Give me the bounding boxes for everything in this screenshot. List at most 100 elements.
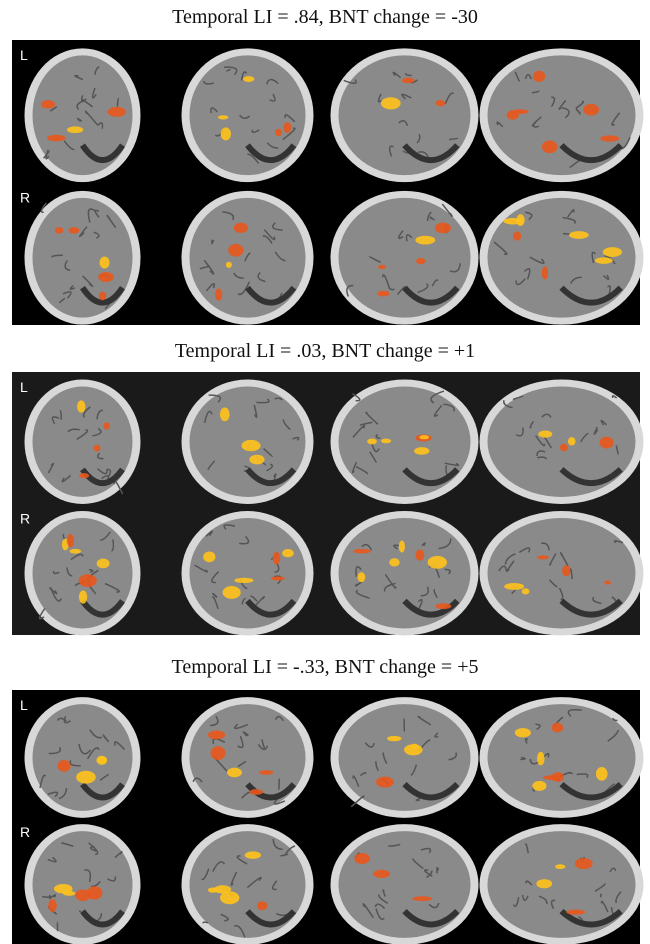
activation <box>354 853 370 864</box>
activation <box>283 122 291 133</box>
activation <box>367 439 377 445</box>
sulcus <box>564 234 571 235</box>
hemisphere-label: L <box>20 379 28 395</box>
activation <box>208 888 218 893</box>
brain-slice <box>480 48 644 182</box>
brain-slice <box>182 511 314 635</box>
brain-slice <box>331 697 479 818</box>
brain-slice <box>331 824 479 944</box>
brain-slice <box>25 824 141 944</box>
activation <box>542 267 548 280</box>
activation <box>77 400 85 412</box>
activation <box>57 760 70 772</box>
activation <box>218 115 228 119</box>
activation <box>536 879 552 888</box>
activation <box>234 223 248 233</box>
activation <box>596 767 608 781</box>
activation <box>99 256 109 268</box>
activation <box>249 455 264 465</box>
brain-slice <box>182 191 314 325</box>
activation <box>568 437 576 445</box>
activation <box>543 775 560 780</box>
activation <box>47 135 66 142</box>
activation <box>94 445 101 452</box>
activation <box>569 231 589 239</box>
activation <box>542 140 558 153</box>
brain-slice <box>480 191 644 325</box>
activation <box>250 789 263 795</box>
activation <box>538 430 552 437</box>
activation <box>220 407 230 421</box>
activation <box>208 730 225 739</box>
activation <box>414 447 429 455</box>
activation <box>416 258 425 264</box>
activation <box>76 771 96 784</box>
activation <box>75 889 91 900</box>
activation <box>63 891 76 896</box>
activation <box>67 534 74 548</box>
activation <box>533 71 545 82</box>
brain-slice <box>25 697 141 818</box>
activation <box>555 864 565 869</box>
figure: Temporal LI = .84, BNT change = -30 Temp… <box>0 0 650 944</box>
activation <box>552 723 563 733</box>
brain-slice <box>331 191 479 325</box>
activation <box>378 265 386 269</box>
activation <box>436 100 445 106</box>
brain <box>33 704 133 811</box>
hemisphere-label: R <box>20 511 30 527</box>
activation <box>504 583 524 590</box>
brain <box>33 198 133 318</box>
activation <box>353 549 371 553</box>
activation <box>203 551 215 562</box>
activation <box>79 590 87 603</box>
activation <box>69 549 81 554</box>
activation <box>583 104 599 116</box>
activation <box>210 746 225 760</box>
activation <box>562 565 570 576</box>
brain <box>339 518 471 628</box>
activation <box>273 552 281 565</box>
activation <box>377 291 389 297</box>
activation <box>532 781 546 791</box>
activation <box>103 422 109 429</box>
brain-slice <box>25 191 141 325</box>
activation <box>600 437 614 449</box>
activation <box>600 135 619 141</box>
brain-slice <box>331 380 479 504</box>
activation <box>516 214 524 226</box>
brain <box>339 831 471 938</box>
activation <box>79 574 97 587</box>
activation <box>522 588 530 594</box>
brain-slice <box>331 48 479 182</box>
activation <box>435 223 451 234</box>
activation <box>402 78 414 84</box>
activation <box>242 440 261 451</box>
brain-slice <box>480 697 644 818</box>
activation <box>419 435 429 439</box>
hemisphere-label: R <box>20 190 30 206</box>
activation <box>513 232 521 241</box>
mri-images: LRLRLR <box>0 0 650 944</box>
activation <box>243 76 254 82</box>
activation <box>97 559 110 569</box>
activation <box>381 97 401 109</box>
activation <box>537 752 545 766</box>
activation <box>411 744 418 749</box>
activation <box>48 899 57 912</box>
activation <box>108 107 126 117</box>
activation <box>376 777 394 788</box>
brain <box>339 198 471 318</box>
brain-slice <box>25 380 141 504</box>
activation <box>79 473 89 478</box>
brain <box>33 831 133 938</box>
activation <box>387 736 401 741</box>
activation <box>55 227 63 234</box>
activation <box>507 110 519 119</box>
brain-slice <box>182 380 314 504</box>
hemisphere-label: R <box>20 824 30 840</box>
activation <box>226 262 232 268</box>
activation <box>223 586 241 599</box>
brain-slice <box>182 824 314 944</box>
activation <box>603 247 622 257</box>
